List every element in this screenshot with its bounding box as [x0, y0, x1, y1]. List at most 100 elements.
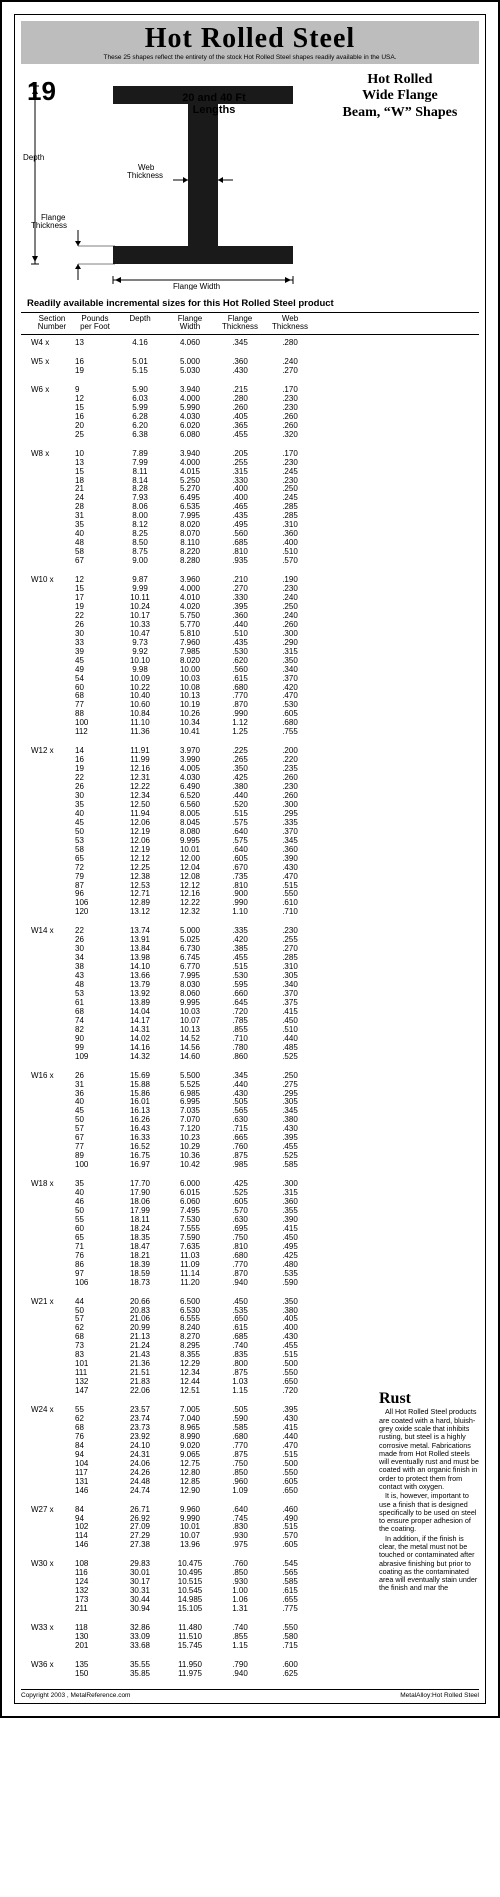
group-col: 3540465055606571768697106	[75, 1180, 115, 1287]
group-label: W14 x	[21, 927, 75, 1061]
table-cell: .345	[215, 339, 265, 348]
group-col: .280	[265, 339, 315, 348]
group-col: .550.580.715	[265, 1624, 315, 1651]
table-cell: 147	[75, 1387, 115, 1396]
group-col: 135150	[75, 1661, 115, 1679]
group-col: .240.270	[265, 358, 315, 376]
table-cell: .585	[265, 1161, 315, 1170]
group-col: .300.315.360.355.390.415.450.495.425.480…	[265, 1180, 315, 1287]
table-cell: 146	[75, 1541, 115, 1550]
group-label: W36 x	[21, 1661, 75, 1679]
hero-r2: Wide Flange	[321, 88, 479, 105]
group-col: .640.745.830.930.975	[215, 1506, 265, 1551]
table-cell: 33.68	[115, 1642, 165, 1651]
hero-right-title: Hot Rolled Wide Flange Beam, “W” Shapes	[321, 70, 479, 290]
group-col: .225.265.350.425.380.440.520.515.575.640…	[215, 747, 265, 917]
footer-left: Copyright 2003 , MetalReference.com	[21, 1692, 130, 1699]
group-col: .345	[215, 339, 265, 348]
table-group: W6 x912151620255.906.035.996.286.206.383…	[21, 382, 479, 446]
group-body: 849410211414626.7126.9227.0927.2927.389.…	[75, 1506, 315, 1551]
table-cell: 100	[75, 1161, 115, 1170]
group-col: 1416192226303540455053586572798796106120	[75, 747, 115, 917]
table-header: Section Number Pounds per Foot Depth Fla…	[21, 312, 479, 336]
table-cell: .270	[265, 367, 315, 376]
table-cell: 11.975	[165, 1670, 215, 1679]
group-label: W30 x	[21, 1560, 75, 1614]
rust-p2: It is, however, important to use a finis…	[379, 1492, 479, 1533]
svg-text:Thickness: Thickness	[127, 171, 163, 180]
table-group: W33 x11813020132.8633.0933.6811.48011.51…	[21, 1620, 479, 1657]
table-cell: 15.745	[165, 1642, 215, 1651]
group-body: 1416192226303540455053586572798796106120…	[75, 747, 315, 917]
group-col: .790.940	[215, 1661, 265, 1679]
group-col: 11.95011.975	[165, 1661, 215, 1679]
group-body: 121517192226303339454954606877881001129.…	[75, 576, 315, 737]
group-col: 3.9703.9904.0054.0306.4906.5206.5608.005…	[165, 747, 215, 917]
page-outer: Hot Rolled Steel These 25 shapes reflect…	[0, 0, 500, 1718]
table-cell: 8.280	[165, 557, 215, 566]
group-label: W27 x	[21, 1506, 75, 1551]
table-cell: 14.32	[115, 1053, 165, 1062]
group-col: .335.420.385.455.515.530.595.660.645.720…	[215, 927, 265, 1061]
group-col: 4.060	[165, 339, 215, 348]
group-col: 556268768494104117131146	[75, 1406, 115, 1496]
group-col: 118130201	[75, 1624, 115, 1651]
table-cell: .860	[215, 1053, 265, 1062]
group-col: 3.9604.0004.0104.0205.7505.7705.8107.960…	[165, 576, 215, 737]
table-group: W16 x2631364045505767778910015.6915.8815…	[21, 1068, 479, 1176]
group-body: 912151620255.906.035.996.286.206.383.940…	[75, 386, 315, 440]
table-cell: 1.15	[215, 1642, 265, 1651]
table-group: W5 x16195.015.155.0005.030.360.430.240.2…	[21, 354, 479, 382]
table-cell: .320	[265, 431, 315, 440]
table-cell: 9.00	[115, 557, 165, 566]
group-col: 26.7126.9227.0927.2927.38	[115, 1506, 165, 1551]
group-col: 3.9404.0004.0155.2505.2706.4956.5357.995…	[165, 450, 215, 566]
group-body: 16195.015.155.0005.030.360.430.240.270	[75, 358, 315, 376]
group-col: .505.590.585.680.770.875.750.850.9601.09	[215, 1406, 265, 1496]
table-cell: .975	[215, 1541, 265, 1550]
table-cell: .935	[215, 557, 265, 566]
table-group: W12 x14161922263035404550535865727987961…	[21, 743, 479, 923]
group-col: 1619	[75, 358, 115, 376]
group-col: 29.8330.0130.1730.3130.4430.94	[115, 1560, 165, 1614]
group-body: 101315182124283135404858677.897.998.118.…	[75, 450, 315, 566]
group-col: 20.6620.8321.0620.9921.1321.2421.4321.36…	[115, 1298, 165, 1396]
table-group: W8 x101315182124283135404858677.897.998.…	[21, 446, 479, 572]
table-cell: 19	[75, 367, 115, 376]
group-col: 32.8633.0933.68	[115, 1624, 165, 1651]
group-col: .345.440.430.505.565.630.715.665.760.875…	[215, 1072, 265, 1170]
group-col: 8494102114146	[75, 1506, 115, 1551]
table-cell: 5.030	[165, 367, 215, 376]
group-col: 11.9111.9912.1612.3112.2212.3412.5011.94…	[115, 747, 165, 917]
table-cell: 15.105	[165, 1605, 215, 1614]
lengths-label: 20 and 40 Ft Lengths	[169, 92, 259, 117]
group-col: 5.906.035.996.286.206.38	[115, 386, 165, 440]
table-cell: .650	[265, 1487, 315, 1496]
table-cell: .430	[215, 367, 265, 376]
group-col: .190.230.240.250.240.260.300.290.315.350…	[265, 576, 315, 737]
group-label: W10 x	[21, 576, 75, 737]
table-cell: 5.15	[115, 367, 165, 376]
table-group: W4 x134.164.060.345.280	[21, 335, 479, 354]
group-label: W12 x	[21, 747, 75, 917]
table-cell: .940	[215, 1670, 265, 1679]
group-col: 35.5535.85	[115, 1661, 165, 1679]
table-cell: 13.12	[115, 908, 165, 917]
flange-width-label: Flange Width	[173, 282, 220, 290]
group-label: W5 x	[21, 358, 75, 376]
table-cell: 24.74	[115, 1487, 165, 1496]
rust-p3: In addition, if the finish is clear, the…	[379, 1535, 479, 1593]
group-col: 5.0005.030	[165, 358, 215, 376]
table-cell: 150	[75, 1670, 115, 1679]
group-col: .210.270.330.395.360.440.510.435.530.620…	[215, 576, 265, 737]
group-col: 44505762687383101111132147	[75, 1298, 115, 1396]
group-col: 10131518212428313540485867	[75, 450, 115, 566]
table-cell: .525	[265, 1053, 315, 1062]
group-col: .760.850.9301.001.061.31	[215, 1560, 265, 1614]
group-col: .460.490.515.570.605	[265, 1506, 315, 1551]
col-depth: Depth	[115, 315, 165, 333]
group-col: 17.7017.9018.0617.9918.1118.2418.3518.47…	[115, 1180, 165, 1287]
group-col: .170.230.230.260.260.320	[265, 386, 315, 440]
table-cell: 109	[75, 1053, 115, 1062]
table-cell: 211	[75, 1605, 115, 1614]
